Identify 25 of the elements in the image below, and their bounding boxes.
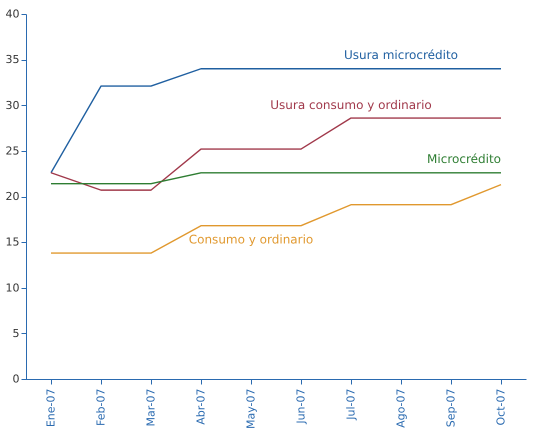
x-tick-label: Ago-07 (394, 388, 408, 428)
x-tick-label: May-07 (244, 388, 258, 430)
y-tick-label: 10 (6, 281, 20, 294)
y-tick-label: 5 (12, 326, 20, 340)
x-tick-label: Jun-07 (294, 388, 308, 425)
x-tick-label: Oct-07 (494, 388, 508, 426)
line-series (50, 117, 502, 191)
x-tick-label: Feb-07 (94, 388, 108, 426)
y-tick-label: 40 (6, 8, 20, 20)
series-label: Microcrédito (427, 152, 501, 166)
series-label: Usura microcrédito (344, 48, 458, 62)
line-series (50, 184, 502, 254)
y-tick-label: 0 (12, 372, 20, 386)
y-tick-label: 35 (6, 53, 20, 66)
x-tick-label: Ene-07 (44, 388, 58, 428)
y-tick-label: 25 (6, 144, 20, 158)
series-label: Consumo y ordinario (188, 232, 314, 247)
y-tick-label: 30 (6, 98, 20, 112)
x-tick-label: Jul-07 (344, 388, 358, 421)
x-tick-label: Sep-07 (444, 388, 458, 428)
series-label: Usura consumo y ordinario (270, 98, 432, 112)
y-tick-label: 15 (6, 236, 20, 249)
x-tick-label: Abr-07 (194, 388, 208, 425)
y-tick-label: 20 (6, 190, 20, 203)
x-tick-label: Mar-07 (144, 388, 158, 427)
